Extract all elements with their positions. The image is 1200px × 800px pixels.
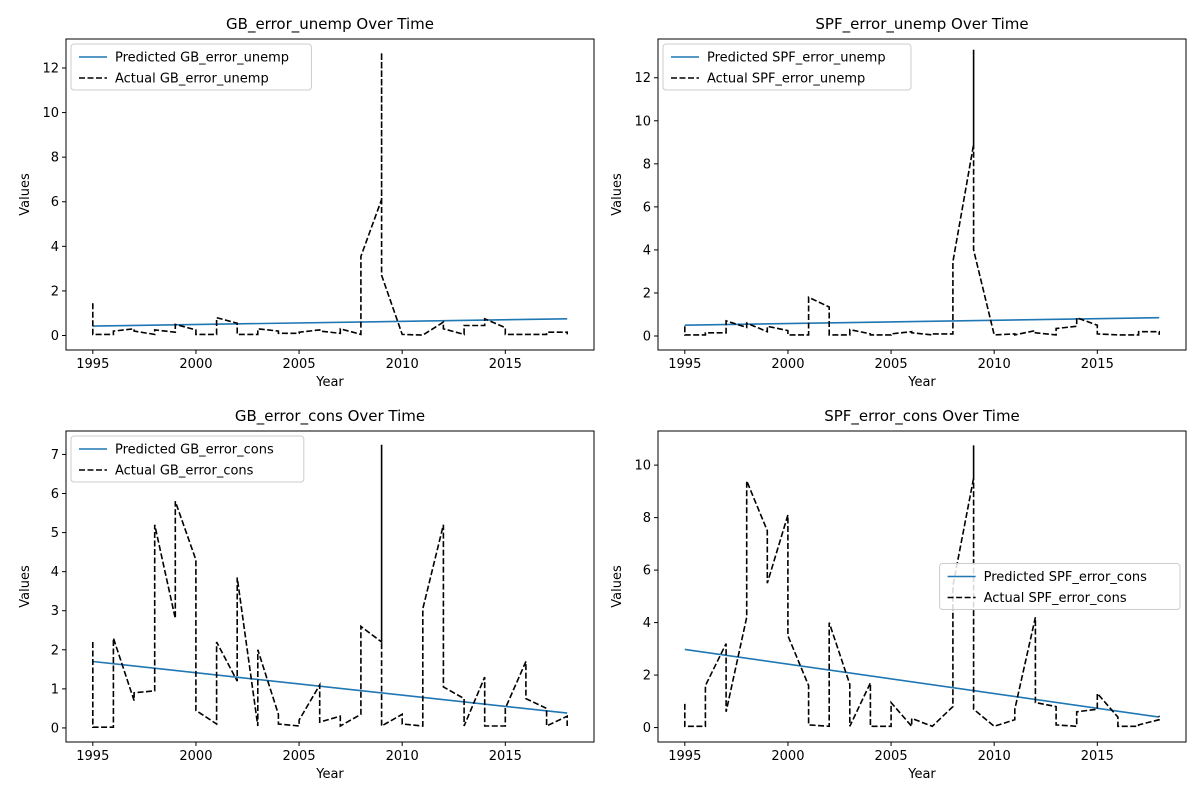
y-tick-label: 2	[51, 643, 59, 658]
legend-label: Actual SPF_error_cons	[984, 591, 1127, 606]
legend: Predicted SPF_error_cons Actual SPF_error…	[939, 563, 1181, 610]
y-tick-label: 0	[51, 329, 59, 344]
y-tick-label: 4	[51, 565, 59, 580]
x-tick-label: 1995	[76, 749, 109, 764]
plot-frame	[657, 38, 1187, 351]
x-tick-label: 1995	[668, 357, 701, 372]
x-tick-label: 2010	[978, 749, 1011, 764]
x-tick-label: 2015	[1081, 749, 1114, 764]
x-axis-label: Year	[315, 375, 344, 390]
y-tick-label: 12	[42, 61, 59, 76]
legend: Predicted GB_error_cons Actual GB_error_c…	[70, 435, 305, 483]
legend-label: Actual GB_error_unemp	[115, 72, 269, 87]
chart-title: SPF_error_cons Over Time	[824, 407, 1020, 426]
y-tick-label: 6	[51, 487, 59, 502]
y-axis-label: Values	[610, 173, 625, 216]
x-axis-label: Year	[907, 375, 936, 390]
y-tick-label: 7	[51, 448, 59, 463]
x-axis-label: Year	[315, 767, 344, 782]
x-tick-label: 2000	[771, 357, 804, 372]
y-tick-label: 0	[643, 721, 651, 736]
x-tick-label: 2000	[771, 749, 804, 764]
y-tick-label: 0	[643, 330, 651, 345]
y-tick-label: 2	[643, 669, 651, 684]
legend-label: Predicted GB_error_cons	[115, 443, 274, 458]
actual-series-line	[683, 445, 1160, 729]
legend-label: Predicted SPF_error_cons	[984, 570, 1148, 585]
x-tick-label: 1995	[76, 357, 109, 372]
x-tick-label: 2010	[386, 749, 419, 764]
legend: Predicted SPF_error_unemp Actual SPF_erro…	[662, 43, 912, 91]
chart-title: GB_error_unemp Over Time	[226, 15, 434, 34]
y-tick-label: 4	[51, 240, 59, 255]
y-tick-label: 4	[643, 243, 651, 258]
y-tick-label: 8	[51, 151, 59, 166]
legend-box	[70, 435, 305, 483]
y-tick-label: 5	[51, 526, 59, 541]
plot-frame	[65, 430, 595, 743]
legend-box	[662, 43, 912, 91]
y-axis-label: Values	[610, 565, 625, 608]
x-tick-label: 2005	[283, 749, 316, 764]
x-tick-label: 2010	[978, 357, 1011, 372]
plot-frame	[657, 430, 1187, 743]
legend-box	[939, 563, 1181, 610]
y-tick-label: 10	[634, 114, 651, 129]
y-tick-label: 12	[634, 71, 651, 86]
y-axis-label: Values	[18, 565, 33, 608]
y-tick-label: 10	[634, 459, 651, 474]
legend: Predicted GB_error_unemp Actual GB_error_…	[70, 43, 312, 91]
chart-title: SPF_error_unemp Over Time	[815, 15, 1028, 34]
y-tick-label: 6	[643, 200, 651, 215]
chart-3: GB_error_cons Over Time 1995 2000 2005 2010 2…	[18, 407, 595, 782]
y-tick-label: 4	[643, 616, 651, 631]
x-tick-label: 2000	[179, 749, 212, 764]
actual-series-line	[683, 49, 1160, 336]
y-tick-label: 1	[51, 682, 59, 697]
legend-label: Predicted GB_error_unemp	[115, 51, 289, 66]
chart-title: GB_error_cons Over Time	[235, 407, 425, 426]
x-tick-label: 1995	[668, 749, 701, 764]
x-axis-label: Year	[907, 767, 936, 782]
y-tick-label: 6	[643, 564, 651, 579]
x-tick-label: 2015	[489, 357, 522, 372]
y-tick-label: 3	[51, 604, 59, 619]
y-tick-label: 8	[643, 511, 651, 526]
x-tick-label: 2005	[875, 749, 908, 764]
x-tick-label: 2000	[179, 357, 212, 372]
y-tick-label: 10	[42, 106, 59, 121]
y-tick-label: 8	[643, 157, 651, 172]
predicted-series-line	[684, 648, 1160, 718]
predicted-series-line	[92, 318, 568, 327]
x-tick-label: 2010	[386, 357, 419, 372]
y-axis-label: Values	[18, 173, 33, 216]
legend-box	[70, 43, 312, 91]
y-tick-label: 6	[51, 195, 59, 210]
plot-frame	[65, 38, 595, 351]
y-tick-label: 2	[643, 286, 651, 301]
legend-label: Actual GB_error_cons	[115, 464, 254, 479]
y-tick-label: 2	[51, 284, 59, 299]
y-tick-label: 0	[51, 721, 59, 736]
x-tick-label: 2005	[875, 357, 908, 372]
actual-series-line	[92, 52, 569, 336]
x-tick-label: 2015	[489, 749, 522, 764]
x-tick-label: 2005	[283, 357, 316, 372]
x-tick-label: 2015	[1081, 357, 1114, 372]
predicted-series-line	[92, 660, 568, 714]
legend-label: Predicted SPF_error_unemp	[707, 51, 886, 66]
actual-series-line	[92, 444, 569, 729]
legend-label: Actual SPF_error_unemp	[707, 72, 865, 87]
